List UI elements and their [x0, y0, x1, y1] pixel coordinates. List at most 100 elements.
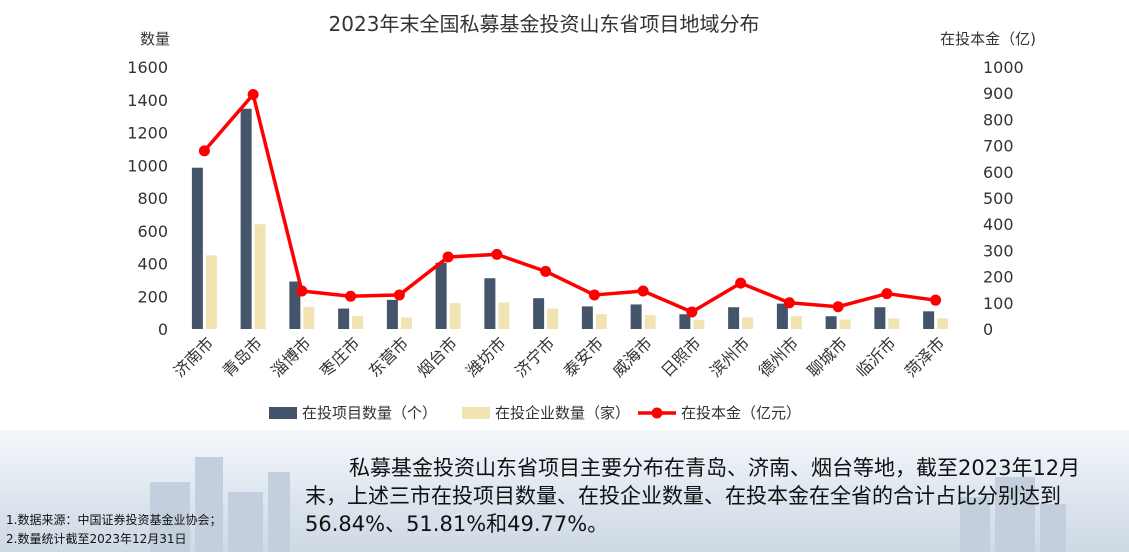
bar-company-count — [254, 224, 266, 329]
bar-project-count — [484, 278, 496, 329]
line-principal — [203, 92, 936, 314]
bar-line-chart: 2023年末全国私募基金投资山东省项目地域分布 数量 在投本金（亿) 0 200 4… — [127, 12, 1036, 422]
bar-project-count — [776, 303, 788, 329]
category-label: 淄博市 — [267, 333, 314, 380]
legend-swatch-project-count — [269, 407, 297, 419]
note-line: 2.数量统计截至2023年12月31日 — [6, 532, 187, 546]
building-silhouette — [1040, 504, 1066, 552]
bar-company-count — [352, 315, 364, 329]
bar-company-count — [303, 306, 315, 329]
left-axis-tick-label: 1000 — [127, 156, 168, 175]
right-axis-tick-label: 900 — [983, 84, 1014, 103]
summary-text: 私募基金投资山东省项目主要分布在青岛、济南、烟台等地，截至2023年12月末，上… — [305, 456, 1081, 536]
city-background — [0, 430, 1129, 552]
building-silhouette — [995, 477, 1035, 552]
building-silhouette — [228, 492, 263, 552]
left-axis-tick-label: 800 — [137, 189, 168, 208]
legend-label: 在投企业数量（家） — [495, 404, 630, 422]
point-principal — [198, 145, 210, 157]
left-axis-tick-label: 400 — [137, 255, 168, 274]
left-axis-tick-label: 1400 — [127, 91, 168, 110]
right-axis-tick-label: 300 — [983, 241, 1014, 260]
bar-project-count — [435, 262, 447, 329]
building-silhouette — [195, 457, 223, 552]
point-principal — [832, 301, 844, 313]
category-label: 临沂市 — [852, 333, 899, 380]
bar-project-count — [728, 307, 740, 329]
left-axis-title: 数量 — [140, 30, 170, 48]
right-axis-tick-label: 200 — [983, 268, 1014, 287]
right-axis-tick-label: 500 — [983, 189, 1014, 208]
bar-project-count — [386, 299, 398, 329]
bar-company-count — [790, 316, 802, 329]
point-principal — [296, 285, 308, 297]
point-principal — [247, 89, 259, 101]
point-principal — [686, 306, 698, 318]
left-axis-tick-label: 1600 — [127, 58, 168, 77]
bar-project-count — [581, 306, 593, 329]
bar-company-count — [205, 255, 217, 329]
right-axis-title: 在投本金（亿) — [940, 30, 1036, 48]
legend-label: 在投本金（亿元） — [681, 404, 801, 422]
bar-company-count — [888, 318, 900, 329]
building-silhouette — [960, 497, 990, 552]
bar-company-count — [400, 317, 412, 329]
bar-company-count — [547, 308, 559, 329]
bar-project-count — [923, 311, 935, 329]
category-label: 日照市 — [657, 333, 704, 380]
bar-company-count — [644, 315, 656, 329]
point-principal — [442, 251, 454, 263]
left-axis-tick-label: 600 — [137, 222, 168, 241]
right-axis-tick-label: 800 — [983, 110, 1014, 129]
bar-project-count — [191, 167, 203, 329]
point-principal — [540, 265, 552, 277]
note-line: 1.数据来源：中国证券投资基金业协会； — [6, 513, 222, 527]
category-label: 青岛市 — [219, 333, 266, 380]
left-axis-tick-label: 0 — [158, 320, 168, 339]
point-principal — [345, 290, 357, 302]
right-axis-tick-label: 0 — [983, 320, 993, 339]
category-label: 威海市 — [609, 333, 656, 380]
category-label: 聊城市 — [804, 333, 851, 380]
category-label: 枣庄市 — [316, 333, 363, 380]
chart-title: 2023年末全国私募基金投资山东省项目地域分布 — [329, 12, 760, 36]
category-label: 东营市 — [365, 333, 412, 380]
bar-company-count — [742, 317, 754, 329]
category-label: 泰安市 — [560, 333, 607, 380]
bar-project-count — [533, 298, 545, 329]
category-label: 烟台市 — [414, 333, 461, 380]
point-principal — [783, 297, 795, 309]
right-axis-tick-label: 100 — [983, 294, 1014, 313]
legend-swatch-company-count — [462, 407, 490, 419]
point-principal — [637, 285, 649, 297]
right-axis-tick-label: 400 — [983, 215, 1014, 234]
point-principal — [930, 294, 942, 306]
bar-company-count — [449, 303, 461, 329]
bar-project-count — [874, 307, 886, 329]
right-axis-tick-label: 700 — [983, 137, 1014, 156]
bar-project-count — [630, 304, 642, 329]
building-silhouette — [268, 472, 290, 552]
legend-swatch-principal-marker — [651, 407, 663, 419]
bar-company-count — [498, 302, 510, 329]
point-principal — [881, 288, 893, 300]
bar-company-count — [595, 314, 607, 329]
category-label: 滨州市 — [706, 333, 753, 380]
legend-label: 在投项目数量（个） — [302, 404, 437, 422]
bar-company-count — [937, 318, 949, 329]
bar-project-count — [338, 308, 350, 329]
point-principal — [588, 289, 600, 301]
point-principal — [491, 248, 503, 260]
bar-company-count — [693, 319, 705, 329]
point-principal — [735, 277, 747, 289]
bar-project-count — [240, 108, 252, 329]
right-axis-tick-label: 1000 — [983, 58, 1024, 77]
bar-project-count — [825, 316, 837, 329]
category-label: 菏泽市 — [901, 333, 948, 380]
point-principal — [393, 289, 405, 301]
bar-project-count — [289, 281, 301, 329]
right-axis-tick-label: 600 — [983, 163, 1014, 182]
left-axis-tick-label: 200 — [137, 287, 168, 306]
category-label: 济宁市 — [511, 333, 558, 380]
category-label: 德州市 — [755, 333, 802, 380]
